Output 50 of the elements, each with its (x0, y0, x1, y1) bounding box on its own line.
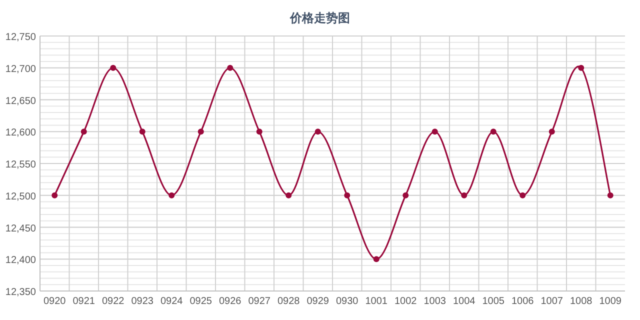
chart-title: 价格走势图 (289, 11, 350, 25)
point (286, 192, 292, 198)
y-tick-label: 12,400 (5, 255, 36, 266)
point (314, 128, 321, 135)
x-tick-label: 1002 (394, 296, 418, 307)
x-tick-label: 1008 (570, 296, 593, 307)
x-tick-label: 0922 (102, 296, 125, 307)
y-tick-label: 12,450 (5, 223, 36, 234)
point (490, 128, 496, 135)
point (80, 128, 87, 135)
y-tick-label: 12,650 (5, 96, 36, 107)
x-tick-label: 0920 (44, 296, 66, 307)
x-tick-label: 0930 (336, 296, 359, 307)
x-tick-label: 0927 (248, 296, 271, 307)
point (461, 192, 468, 198)
y-tick-label: 12,750 (5, 32, 36, 43)
y-tick-label: 12,550 (5, 160, 36, 170)
x-tick-label: 0924 (160, 296, 184, 307)
x-tick-label: 1005 (482, 296, 505, 307)
point (52, 192, 58, 198)
point (168, 192, 175, 198)
point (110, 64, 116, 71)
x-tick-label: 1003 (424, 296, 446, 307)
y-tick-label: 12,600 (5, 128, 36, 139)
y-tick-label: 12,350 (5, 287, 36, 298)
point (256, 128, 262, 135)
x-tick-label: 0928 (278, 296, 300, 307)
point (373, 256, 380, 262)
point (432, 128, 438, 135)
x-tick-label: 1001 (365, 296, 388, 307)
x-tick-label: 1007 (540, 296, 564, 307)
x-tick-label: 0923 (131, 296, 154, 307)
point (548, 128, 555, 135)
x-tick-label: 1004 (453, 296, 476, 307)
point (520, 192, 526, 198)
point (607, 192, 614, 198)
x-tick-label: 0921 (72, 296, 96, 307)
x-tick-label: 1009 (599, 296, 622, 307)
y-tick-label: 12,500 (5, 191, 36, 202)
x-tick-label: 0926 (219, 296, 242, 307)
point (198, 128, 204, 135)
point (402, 192, 409, 198)
x-tick-label: 0929 (306, 296, 330, 307)
x-tick-label: 0925 (190, 296, 212, 307)
x-tick-label: 1006 (512, 296, 534, 307)
y-tick-label: 12,700 (5, 64, 36, 75)
point (344, 192, 350, 198)
point (227, 64, 234, 71)
point (578, 64, 584, 71)
point (139, 128, 146, 135)
